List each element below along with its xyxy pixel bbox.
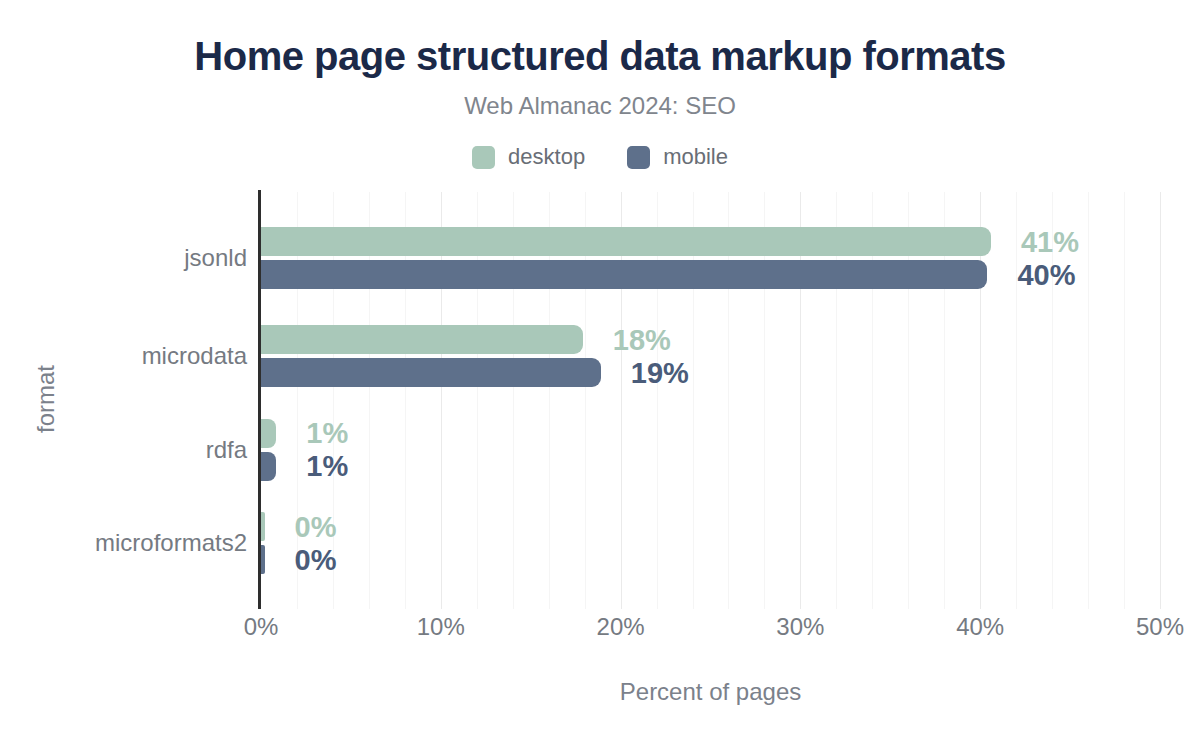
legend-swatch-desktop [472, 146, 495, 169]
legend-label: desktop [508, 144, 585, 170]
chart-figure: Home page structured data markup formats… [0, 0, 1200, 742]
x-tick-40%: 40% [956, 613, 1004, 641]
x-tick-50%: 50% [1136, 613, 1184, 641]
x-tick-10%: 10% [417, 613, 465, 641]
legend-item-mobile: mobile [627, 144, 728, 170]
legend-item-desktop: desktop [472, 144, 585, 170]
bar-mobile-rdfa [261, 452, 276, 481]
x-tick-30%: 30% [776, 613, 824, 641]
bar-desktop-jsonld [261, 227, 991, 256]
bar-mobile-microformats2 [261, 545, 265, 574]
chart-header: Home page structured data markup formats… [0, 0, 1200, 170]
x-tick-0%: 0% [244, 613, 279, 641]
bar-desktop-microdata [261, 325, 583, 354]
value-label-mobile-rdfa: 1% [306, 450, 348, 483]
x-tick-20%: 20% [597, 613, 645, 641]
category-axis: jsonld microdata rdfa microformats2 [0, 190, 247, 609]
chart-subtitle: Web Almanac 2024: SEO [0, 92, 1200, 120]
bar-desktop-microformats2 [261, 512, 265, 541]
bar-desktop-rdfa [261, 419, 276, 448]
legend-swatch-mobile [627, 146, 650, 169]
gridline-major-50 [1160, 192, 1161, 609]
value-label-desktop-microformats2: 0% [295, 510, 337, 543]
x-axis-title: Percent of pages [620, 678, 801, 706]
value-label-mobile-jsonld: 40% [1017, 258, 1075, 291]
bar-mobile-jsonld [261, 260, 987, 289]
legend-label: mobile [663, 144, 728, 170]
value-label-desktop-jsonld: 41% [1021, 225, 1079, 258]
value-label-mobile-microdata: 19% [631, 356, 689, 389]
bar-mobile-microdata [261, 358, 601, 387]
category-label-jsonld: jsonld [0, 243, 247, 273]
chart-legend: desktop mobile [0, 144, 1200, 170]
plot-area: Percent of pages 41%40%18%19%1%1%0%0%0%1… [261, 190, 1160, 609]
category-label-microformats2: microformats2 [0, 528, 247, 558]
value-label-desktop-microdata: 18% [613, 323, 671, 356]
gridline-minor-42 [1016, 192, 1017, 609]
category-label-rdfa: rdfa [0, 435, 247, 465]
value-label-desktop-rdfa: 1% [306, 417, 348, 450]
chart-title: Home page structured data markup formats [0, 0, 1200, 79]
gridline-minor-46 [1088, 192, 1089, 609]
gridline-minor-48 [1124, 192, 1125, 609]
value-label-mobile-microformats2: 0% [295, 543, 337, 576]
category-label-microdata: microdata [0, 341, 247, 371]
